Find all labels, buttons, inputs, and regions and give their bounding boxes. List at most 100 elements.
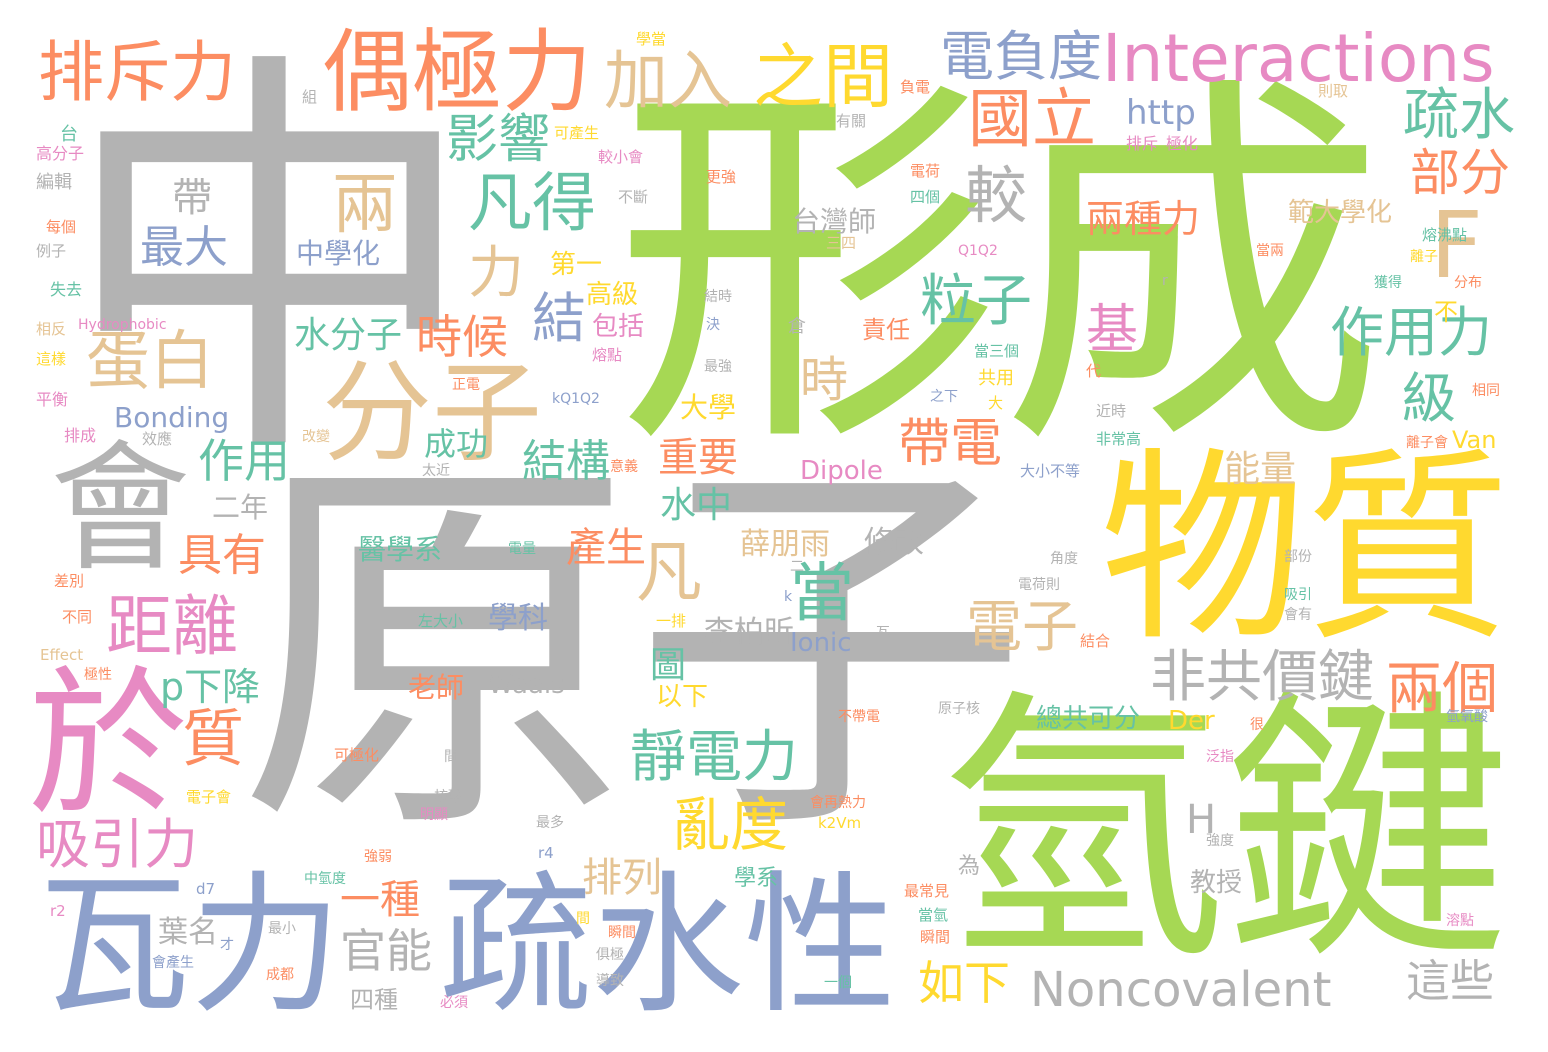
word: 負電	[900, 78, 931, 96]
word: 一個	[824, 975, 852, 991]
word: 熔點	[592, 346, 623, 364]
word: http	[1126, 93, 1196, 133]
word: Bonding	[114, 401, 230, 434]
word: 較小會	[598, 148, 644, 166]
word: 最小	[268, 921, 296, 937]
word: 部份	[1284, 549, 1312, 565]
word: 電子	[966, 595, 1078, 660]
word: 成都	[266, 967, 294, 983]
word: 二年	[212, 491, 269, 524]
word: 有關	[836, 112, 867, 130]
word: 會產生	[152, 955, 194, 971]
word: 形成	[615, 46, 1385, 494]
word: 則取	[1318, 82, 1349, 100]
word: 吸引	[1284, 587, 1312, 603]
word: 最大	[140, 222, 228, 273]
word: H	[1186, 797, 1217, 843]
word: Ionic	[790, 628, 852, 658]
word: 電子會	[186, 788, 232, 806]
word: 大	[988, 394, 1004, 412]
word: 學系	[734, 866, 779, 891]
word: 意義	[610, 459, 638, 475]
word: 第一	[550, 250, 603, 280]
word: 倉	[788, 316, 806, 337]
word: 離子	[1410, 249, 1438, 265]
word: 效應	[142, 430, 173, 448]
word: 具有	[178, 530, 266, 581]
word: 時候	[416, 310, 508, 364]
word: 蛋白	[86, 325, 214, 399]
word: 作用力	[1330, 301, 1492, 364]
word: 可產生	[554, 124, 600, 142]
word: 非常高	[1096, 430, 1142, 448]
word: 大小不等	[1020, 462, 1081, 480]
word: k	[784, 589, 793, 605]
word: 瓦	[876, 625, 890, 641]
word: 偶極力	[322, 20, 592, 125]
word: 平衡	[36, 390, 69, 409]
word: 高級	[586, 280, 639, 310]
word: 決	[706, 317, 720, 333]
word: 作用	[198, 434, 290, 488]
word: 如下	[918, 956, 1010, 1010]
word: 當	[790, 557, 854, 631]
word: 電負度	[940, 25, 1102, 88]
word: 可極化	[334, 746, 380, 764]
word: 物質	[1100, 431, 1510, 669]
word: 學當	[636, 30, 667, 48]
word: 之間	[753, 36, 893, 118]
word: 才	[220, 937, 234, 953]
word: p下降	[160, 665, 261, 709]
word: 相同	[1472, 383, 1500, 399]
word: 最強	[704, 359, 732, 375]
word: 水分子	[294, 315, 403, 356]
word: 結時	[704, 289, 732, 305]
word: 更強	[706, 168, 737, 186]
word: 組	[302, 88, 318, 106]
word: 最多	[536, 815, 564, 831]
word: 兩個	[1386, 657, 1498, 722]
word: 老師	[408, 671, 465, 704]
word: 當三個	[974, 342, 1020, 360]
word: 離子會	[1406, 435, 1448, 451]
word: 一排	[656, 612, 687, 630]
word: 俱極	[596, 947, 624, 963]
word: 熔沸點	[1422, 226, 1468, 244]
word: 一種	[340, 877, 420, 923]
word: Der	[1168, 706, 1215, 736]
word: 之下	[930, 389, 958, 405]
word: 台	[60, 124, 78, 145]
word: 亂度	[672, 791, 789, 859]
word: 不同	[62, 608, 93, 626]
word: 以下	[656, 682, 709, 712]
word: 責任	[862, 316, 910, 344]
word: 台灣師	[792, 205, 877, 238]
word: 電量	[508, 541, 536, 557]
word: F	[1430, 192, 1483, 299]
word: Waals	[488, 670, 565, 700]
word: 很	[1250, 717, 1264, 733]
word: 排斥	[1126, 134, 1159, 153]
word: 氫氧酸	[1446, 709, 1488, 725]
word: 學科	[488, 601, 548, 636]
word: 近時	[1096, 402, 1127, 420]
word: 最常見	[904, 882, 950, 900]
word: 左大小	[418, 612, 464, 630]
word: 結構	[522, 436, 610, 487]
word: Q1Q2	[958, 243, 998, 259]
word: 四種	[350, 986, 398, 1014]
word: d7	[196, 880, 216, 898]
word: 失去	[50, 280, 83, 299]
word: 李柏昕	[704, 615, 794, 650]
word: 瞬間	[920, 928, 951, 946]
word: 總共可分	[1036, 704, 1141, 734]
word: 為	[958, 854, 981, 879]
word: kQ1Q2	[552, 391, 600, 407]
word: 必須	[440, 995, 468, 1011]
word: Noncovalent	[1030, 962, 1332, 1018]
word: 獲得	[1374, 275, 1402, 291]
word: 相反	[36, 320, 67, 338]
word: 太近	[422, 463, 450, 479]
word: 極性	[84, 667, 112, 683]
